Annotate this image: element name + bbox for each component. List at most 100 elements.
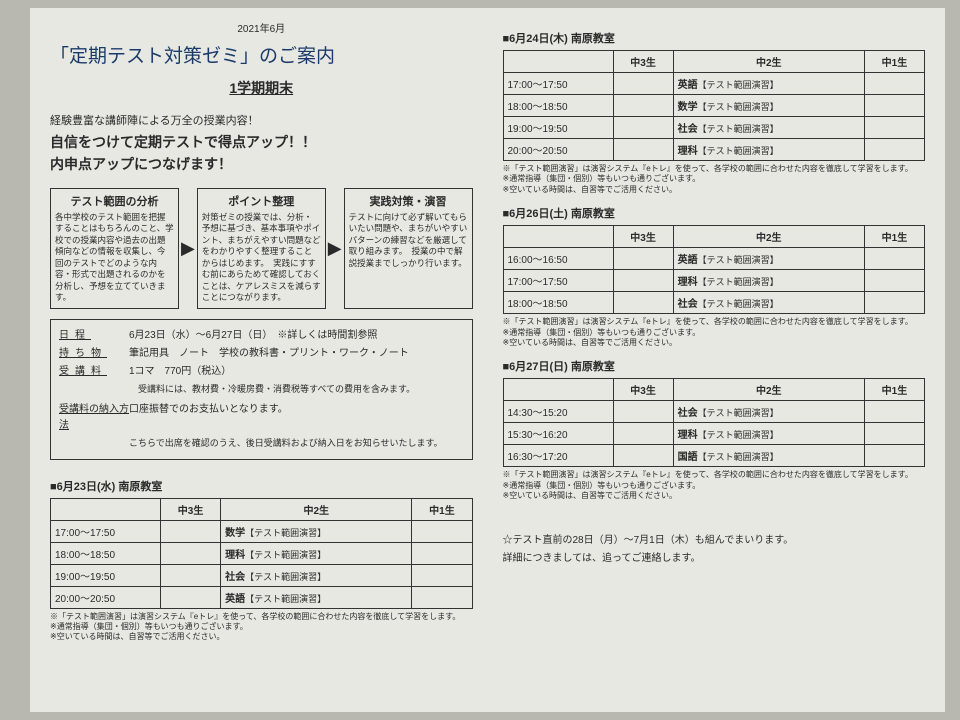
table-row: 17:00～17:50 理科【テスト範囲演習】 [503, 270, 925, 292]
table-row: 14:30～15:20社会【テスト範囲演習】 [503, 401, 925, 423]
table-header: 中2生 [673, 226, 864, 248]
schedule-table: 中3生中2生中1生14:30～15:20社会【テスト範囲演習】15:30～16:… [503, 378, 926, 467]
schedule-title: ■6月27日(日) 南原教室 [503, 358, 926, 374]
flow-title-2: ポイント整理 [202, 193, 321, 209]
schedule-day-0: ■6月23日(水) 南原教室中3生中2生中1生17:00～17:50数学【テスト… [50, 478, 473, 643]
left-column: 2021年6月 「定期テスト対策ゼミ」のご案内 1学期期末 経験豊富な講師陣によ… [50, 20, 473, 700]
schedule-table: 中3生中2生中1生16:00～16:50英語【テスト範囲演習】17:00～17:… [503, 225, 926, 314]
subject-cell: 社会【テスト範囲演習】 [221, 564, 412, 586]
flow-title-1: テスト範囲の分析 [55, 193, 174, 209]
lead-line-3: 内申点アップにつなげます！ [50, 154, 473, 174]
table-row: 19:00～19:50 社会【テスト範囲演習】 [51, 564, 473, 586]
table-header: 中3生 [613, 226, 673, 248]
schedule-day-2: ■6月26日(土) 南原教室中3生中2生中1生16:00～16:50英語【テスト… [503, 205, 926, 348]
flow-text-2: 対策ゼミの授業では、分析・予想に基づき、基本事項やポイント、まちがえやすい問題な… [202, 212, 321, 304]
table-row: 19:00～19:50 社会【テスト範囲演習】 [503, 117, 925, 139]
table-header: 中2生 [673, 51, 864, 73]
flow-text-3: テストに向けて必ず解いてもらいたい問題や、まちがいやすいパターンの練習などを厳選… [349, 212, 468, 269]
subject-cell: 数学【テスト範囲演習】 [673, 95, 864, 117]
time-cell: 19:00～19:50 [51, 564, 161, 586]
table-header: 中3生 [161, 498, 221, 520]
closing-line-2: 詳細につきましては、追ってご連絡します。 [503, 550, 926, 568]
subtitle: 1学期期末 [50, 78, 473, 98]
flow-box-3: 実践対策・演習 テストに向けて必ず解いてもらいたい問題や、まちがいやすいパターン… [344, 188, 473, 309]
time-cell: 17:00～17:50 [51, 520, 161, 542]
closing-line-1: ☆テスト直前の28日（月）～7月1日（木）も組んでまいります。 [503, 532, 926, 550]
header-date: 2021年6月 [50, 20, 473, 35]
table-row: 17:00～17:50 英語【テスト範囲演習】 [503, 73, 925, 95]
info-box: 日程6月23日（水）～6月27日（日） ※詳しくは時間割参照 持ち物筆記用具 ノ… [50, 319, 473, 460]
table-header: 中1生 [864, 51, 924, 73]
table-header: 中3生 [613, 51, 673, 73]
time-cell: 16:00～16:50 [503, 248, 613, 270]
table-header: 中1生 [864, 226, 924, 248]
table-row: 20:00～20:50 理科【テスト範囲演習】 [503, 139, 925, 161]
time-cell: 14:30～15:20 [503, 401, 613, 423]
time-cell: 17:00～17:50 [503, 73, 613, 95]
subject-cell: 社会【テスト範囲演習】 [673, 292, 864, 314]
closing-note: ☆テスト直前の28日（月）～7月1日（木）も組んでまいります。 詳細につきまして… [503, 532, 926, 568]
time-cell: 19:00～19:50 [503, 117, 613, 139]
table-header: 中1生 [864, 379, 924, 401]
table-header: 中3生 [613, 379, 673, 401]
flow-text-1: 各中学校のテスト範囲を把握することはもちろんのこと、学校での授業内容や過去の出題… [55, 212, 174, 304]
info-label-schedule: 日程 [59, 328, 129, 344]
flow-box-1: テスト範囲の分析 各中学校のテスト範囲を把握することはもちろんのこと、学校での授… [50, 188, 179, 309]
table-row: 16:30～17:20 国語【テスト範囲演習】 [503, 445, 925, 467]
table-row: 18:00～18:50 社会【テスト範囲演習】 [503, 292, 925, 314]
flow-box-2: ポイント整理 対策ゼミの授業では、分析・予想に基づき、基本事項やポイント、まちが… [197, 188, 326, 309]
time-cell: 18:00～18:50 [503, 95, 613, 117]
table-row: 15:30～16:20 理科【テスト範囲演習】 [503, 423, 925, 445]
lead-line-1: 経験豊富な講師陣による万全の授業内容！ [50, 112, 473, 128]
schedule-day-1: ■6月24日(木) 南原教室中3生中2生中1生 17:00～17:50 英語【テスト… [503, 30, 926, 195]
footnote: ※「テスト範囲演習」は演習システム『eトレ』を使って、各学校の範囲に合わせた内容… [503, 164, 926, 195]
schedule-day-3: ■6月27日(日) 南原教室中3生中2生中1生14:30～15:20社会【テスト… [503, 358, 926, 501]
schedule-table: 中3生中2生中1生17:00～17:50数学【テスト範囲演習】18:00～18:… [50, 498, 473, 609]
arrow-icon: ▶ [181, 238, 195, 259]
table-row: 17:00～17:50 数学【テスト範囲演習】 [51, 520, 473, 542]
info-items: 筆記用具 ノート 学校の教科書・プリント・ワーク・ノート [129, 346, 464, 362]
time-cell: 17:00～17:50 [503, 270, 613, 292]
subject-cell: 国語【テスト範囲演習】 [673, 445, 864, 467]
time-cell: 18:00～18:50 [503, 292, 613, 314]
info-label-items: 持ち物 [59, 346, 129, 362]
time-cell: 20:00～20:50 [51, 586, 161, 608]
info-pay-1: 口座振替でのお支払いとなります。 [129, 402, 464, 434]
table-row: 16:00～16:50英語【テスト範囲演習】 [503, 248, 925, 270]
flow-title-3: 実践対策・演習 [349, 193, 468, 209]
subject-cell: 理科【テスト範囲演習】 [221, 542, 412, 564]
subject-cell: 理科【テスト範囲演習】 [673, 270, 864, 292]
footnote: ※「テスト範囲演習」は演習システム『eトレ』を使って、各学校の範囲に合わせた内容… [503, 470, 926, 501]
subject-cell: 社会【テスト範囲演習】 [673, 117, 864, 139]
time-cell: 20:00～20:50 [503, 139, 613, 161]
info-fee-note: 受講料には、教材費・冷暖房費・消費税等すべての費用を含みます。 [129, 382, 464, 396]
info-label-fee: 受講料 [59, 364, 129, 380]
time-cell: 15:30～16:20 [503, 423, 613, 445]
table-header: 中1生 [412, 498, 472, 520]
table-row: 18:00～18:50 理科【テスト範囲演習】 [51, 542, 473, 564]
main-title: 「定期テスト対策ゼミ」のご案内 [50, 41, 473, 68]
lead-line-2: 自信をつけて定期テストで得点アップ！！ [50, 132, 473, 152]
schedule-title: ■6月24日(木) 南原教室 [503, 30, 926, 46]
time-cell: 16:30～17:20 [503, 445, 613, 467]
table-row: 20:00～20:50 英語【テスト範囲演習】 [51, 586, 473, 608]
subject-cell: 理科【テスト範囲演習】 [673, 139, 864, 161]
footnote: ※「テスト範囲演習」は演習システム『eトレ』を使って、各学校の範囲に合わせた内容… [50, 612, 473, 643]
footnote: ※「テスト範囲演習」は演習システム『eトレ』を使って、各学校の範囲に合わせた内容… [503, 317, 926, 348]
schedule-title: ■6月26日(土) 南原教室 [503, 205, 926, 221]
info-label-pay: 受講料の納入方法 [59, 402, 129, 434]
right-column: ■6月24日(木) 南原教室中3生中2生中1生17:00～17:50英語【テスト… [503, 20, 926, 700]
table-header: 中2生 [673, 379, 864, 401]
schedule-title: ■6月23日(水) 南原教室 [50, 478, 473, 494]
arrow-icon: ▶ [328, 238, 342, 259]
schedule-table: 中3生中2生中1生17:00～17:50英語【テスト範囲演習】18:00～18:… [503, 50, 926, 161]
subject-cell: 理科【テスト範囲演習】 [673, 423, 864, 445]
flow-diagram: テスト範囲の分析 各中学校のテスト範囲を把握することはもちろんのこと、学校での授… [50, 188, 473, 309]
table-row: 18:00～18:50 数学【テスト範囲演習】 [503, 95, 925, 117]
subject-cell: 英語【テスト範囲演習】 [673, 73, 864, 95]
time-cell: 18:00～18:50 [51, 542, 161, 564]
subject-cell: 数学【テスト範囲演習】 [221, 520, 412, 542]
subject-cell: 英語【テスト範囲演習】 [221, 586, 412, 608]
info-fee: 1コマ 770円（税込） [129, 364, 464, 380]
info-pay-2: こちらで出席を確認のうえ、後日受講料および納入日をお知らせいたします。 [129, 436, 464, 450]
